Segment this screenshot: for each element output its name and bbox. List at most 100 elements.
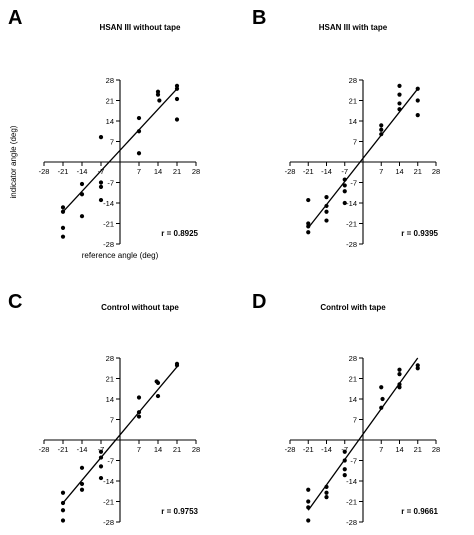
panel-label: D [252, 291, 266, 313]
panel-label: B [252, 7, 266, 29]
data-point [379, 405, 384, 410]
data-point [98, 464, 104, 469]
data-point [60, 225, 66, 230]
data-point [155, 380, 161, 385]
data-point [60, 209, 66, 214]
y-tick-label: 28 [106, 76, 114, 85]
x-tick-label: 7 [379, 167, 383, 176]
data-point [342, 183, 347, 188]
x-tick-label: 21 [414, 445, 422, 454]
data-point [98, 180, 104, 185]
x-tick-label: -7 [341, 167, 348, 176]
r-value-label: r = 0.9753 [161, 507, 198, 516]
data-point [324, 203, 329, 209]
x-tick-label: -14 [77, 445, 88, 454]
regression-line [62, 366, 178, 504]
x-tick-label: -28 [39, 445, 50, 454]
data-point [306, 197, 311, 203]
x-tick-label: -28 [285, 445, 296, 454]
data-point [342, 177, 347, 182]
x-tick-label: 14 [395, 167, 403, 176]
data-point [324, 495, 329, 500]
x-tick-label: 14 [154, 167, 162, 176]
y-tick-label: -7 [350, 456, 357, 465]
y-tick-label: 21 [349, 374, 357, 383]
data-point [379, 385, 384, 390]
data-point [79, 465, 85, 470]
data-point [397, 382, 402, 387]
data-point [136, 395, 142, 400]
data-point [174, 83, 180, 88]
x-tick-label: -28 [39, 167, 50, 176]
y-tick-label: -28 [346, 518, 357, 527]
panel-label: C [8, 291, 22, 313]
data-point [415, 113, 420, 118]
data-point [79, 487, 85, 492]
y-tick-label: -21 [346, 219, 357, 228]
data-point [155, 89, 161, 94]
x-tick-label: -14 [77, 167, 88, 176]
y-tick-label: 14 [106, 395, 114, 404]
y-tick-label: -28 [103, 518, 114, 527]
data-point [415, 363, 420, 368]
scatter-panel-b: B HSAN III with tape -28 -28 -21 -21 -14 -14 -7-… [252, 7, 440, 249]
x-tick-label: -21 [58, 167, 69, 176]
data-point [60, 205, 66, 210]
x-tick-label: -21 [303, 445, 314, 454]
data-point [60, 518, 66, 523]
x-tick-label: -28 [285, 167, 296, 176]
data-point [415, 86, 420, 91]
y-tick-label: 7 [353, 415, 357, 424]
y-tick-label: -7 [107, 456, 114, 465]
y-tick-label: 7 [110, 137, 114, 146]
data-point [324, 490, 329, 495]
data-point [136, 129, 142, 134]
panel-label: A [8, 7, 22, 29]
x-tick-label: 14 [154, 445, 162, 454]
x-tick-label: -14 [321, 167, 332, 176]
data-point [136, 410, 142, 415]
data-point [60, 490, 66, 495]
data-point [98, 449, 104, 454]
x-tick-label: 21 [173, 445, 181, 454]
data-point [79, 214, 85, 219]
x-tick-label: -21 [58, 445, 69, 454]
data-point [174, 117, 180, 122]
data-point [342, 473, 347, 478]
scatter-panel-d: D Control with tape -28 -28 -21 -21 -14 -14 -7-7… [252, 291, 440, 527]
y-tick-label: -21 [103, 219, 114, 228]
r-value-label: r = 0.9661 [401, 507, 438, 516]
y-tick-label: 21 [106, 374, 114, 383]
x-tick-label: 21 [414, 167, 422, 176]
data-point [415, 366, 420, 371]
data-point [98, 197, 104, 203]
x-tick-label: -7 [98, 445, 105, 454]
data-point [155, 92, 161, 97]
y-tick-label: 7 [353, 137, 357, 146]
x-tick-label: -21 [303, 167, 314, 176]
data-point [397, 107, 402, 112]
data-point [415, 98, 420, 103]
y-tick-label: -7 [107, 178, 114, 187]
data-point [342, 200, 347, 206]
data-point [324, 218, 329, 223]
data-point [324, 209, 329, 214]
data-point [306, 518, 311, 523]
y-tick-label: 14 [349, 395, 357, 404]
data-point [60, 508, 66, 513]
x-tick-label: 28 [432, 167, 440, 176]
data-point [136, 115, 142, 121]
y-tick-label: -28 [103, 240, 114, 249]
data-point [174, 363, 180, 368]
x-tick-label: 7 [137, 167, 141, 176]
data-point [380, 396, 385, 402]
data-point [98, 184, 104, 189]
panel-title: Control without tape [101, 303, 179, 312]
scatter-panel-a: A HSAN III without tape -28 -28 -21 -21 -14 -14… [8, 7, 200, 260]
panel-title: Control with tape [320, 303, 386, 312]
data-point [379, 127, 384, 132]
data-point [342, 467, 347, 472]
data-point [306, 221, 311, 226]
data-point [397, 101, 402, 106]
